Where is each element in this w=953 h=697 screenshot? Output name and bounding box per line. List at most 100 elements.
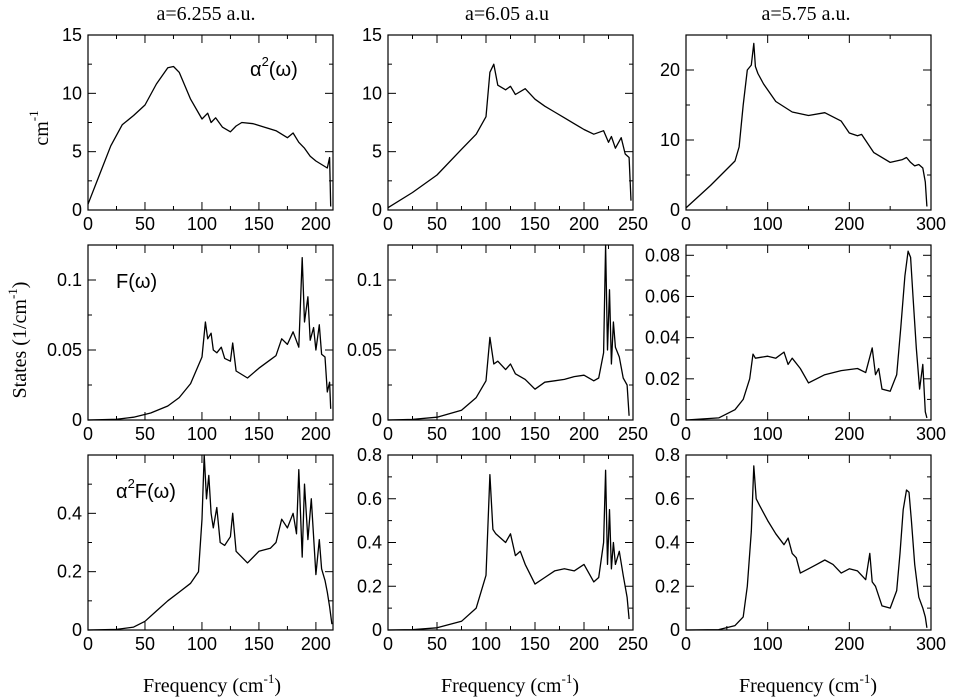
panel-r1-c2-y-tick-label: 5	[372, 142, 382, 162]
panel-r2-c2-y-tick-label: 0	[372, 410, 382, 430]
panel-r2-c3-x-tick-label: 100	[753, 424, 783, 444]
y-axis-label-states-tail: )	[9, 282, 31, 289]
panel-r3-c1-y-tick-label: 0	[72, 620, 82, 640]
panel-r1-c3-x-tick-label: 300	[916, 214, 946, 234]
panel-r3-c1-x-tick-label: 0	[83, 634, 93, 654]
x-axis-label-1: Frequency (cm-1)	[143, 671, 281, 697]
panel-r2-c1-y-tick-label: 0.1	[57, 270, 82, 290]
panel-r1-c3: 0 100 200 300 0 10 20	[660, 34, 946, 234]
panel-r1-c3-y-tick-label: 20	[660, 60, 680, 80]
panel-r2-c3-y-tick-label: 0.02	[645, 369, 680, 389]
panel-r2-c1-annotation: F(ω)	[116, 271, 157, 293]
panel-r2-c3-y-tick-label: 0.04	[645, 328, 680, 348]
panel-r2-c2-y-tick-label: 0.05	[347, 340, 382, 360]
x-axis-label-3-tail: )	[870, 675, 877, 697]
panel-r2-c3-x-tick-label: 200	[834, 424, 864, 444]
x-axis-label-1-sup: -1	[264, 671, 275, 686]
panel-r3-c3: 0 100 200 300 0 0.2 0.4 0.6 0.8	[655, 445, 946, 654]
panel-r1-c3-frame	[685, 34, 932, 211]
panel-r3-c3-series-line	[685, 465, 928, 631]
panel-r2-c1-annotation-prefix: F	[116, 271, 128, 293]
panel-r2-c1-annotation-suffix: (ω)	[128, 271, 157, 293]
panel-r2-c3-y-tick-label: 0.06	[645, 286, 680, 306]
panel-r3-c3-y-tick-label: 0.2	[655, 576, 680, 596]
panel-r2-c2-x-tick-label: 200	[569, 424, 599, 444]
panel-r2-c1-x-tick-label: 150	[244, 424, 274, 444]
panel-r1-c1: 0 50 100 150 200 0 5 10 15 α2(ω)	[62, 25, 334, 234]
y-axis-label-top-sup: -1	[26, 110, 41, 121]
panel-r3-c3-x-tick-label: 100	[753, 634, 783, 654]
panel-r1-c3-x-tick-label: 200	[834, 214, 864, 234]
panel-r2-c2-x-tick-label: 0	[383, 424, 393, 444]
panel-r3-c2-frame	[387, 454, 634, 631]
panel-r3-c2-x-tick-label: 200	[569, 634, 599, 654]
panel-r3-c3-x-tick-label: 300	[916, 634, 946, 654]
panel-r3-c1-x-tick-label: 150	[244, 634, 274, 654]
panel-r3-c1-y-tick-label: 0.2	[57, 562, 82, 582]
panel-r3-c1-x-tick-label: 50	[135, 634, 155, 654]
panel-r3-c2-x-tick-label: 100	[471, 634, 501, 654]
panel-r1-c2-x-tick-label: 250	[618, 214, 648, 234]
panel-r2-c3-x-tick-label: 0	[681, 424, 691, 444]
panel-r1-c3-y-tick-label: 0	[670, 200, 680, 220]
panel-r3-c3-y-tick-label: 0.4	[655, 533, 680, 553]
panel-r1-c2-series-line	[387, 63, 632, 209]
panel-r1-c2-y-tick-label: 10	[362, 83, 382, 103]
panel-r3-c2-y-tick-label: 0.2	[357, 576, 382, 596]
panel-r1-c2: 0 50 100 150 200 250 0 5 10 15	[362, 25, 648, 234]
x-axis-label-2: Frequency (cm-1)	[441, 671, 579, 697]
panel-r2-c2: 0 50 100 150 200 250 0 0.05 0.1	[347, 244, 648, 444]
panel-r1-c3-series-line	[685, 42, 928, 209]
x-axis-label-3-sup: -1	[860, 671, 871, 686]
panel-r2-c3-series-line	[685, 250, 928, 421]
panel-r1-c1-x-tick-label: 0	[83, 214, 93, 234]
panel-r1-c1-annotation: α2(ω)	[250, 54, 298, 81]
panel-r3-c3-y-tick-label: 0.6	[655, 489, 680, 509]
panel-r3-c2-x-tick-label: 250	[618, 634, 648, 654]
panel-r1-c1-series-line	[87, 65, 332, 207]
panel-r1-c3-x-tick-label: 100	[753, 214, 783, 234]
panel-r2-c3-y-tick-label: 0	[670, 410, 680, 430]
panel-r2-c2-frame	[387, 244, 634, 421]
panel-r2-c2-x-tick-label: 100	[471, 424, 501, 444]
panel-r2-c2-x-tick-label: 50	[427, 424, 447, 444]
panel-r3-c2-y-tick-label: 0.6	[357, 489, 382, 509]
panel-r3-c1: 0 50 100 150 200 0 0.2 0.4 α2F(ω)	[57, 454, 334, 654]
panel-r2-c2-x-tick-label: 150	[520, 424, 550, 444]
panel-r3-c3-x-tick-label: 0	[681, 634, 691, 654]
panel-r3-c1-x-tick-label: 200	[301, 634, 331, 654]
y-axis-label-top: cm-1	[26, 110, 53, 145]
y-axis-label-top-main: cm	[31, 121, 53, 146]
panel-r1-c2-x-tick-label: 200	[569, 214, 599, 234]
panel-r3-c2-series-line	[387, 469, 630, 631]
panel-r1-c1-x-tick-label: 100	[187, 214, 217, 234]
panel-r1-c1-x-tick-label: 200	[301, 214, 331, 234]
panel-r2-c3-y-tick-label: 0.08	[645, 245, 680, 265]
panel-r3-c1-x-tick-label: 100	[187, 634, 217, 654]
panel-r1-c1-y-tick-label: 0	[72, 200, 82, 220]
panel-r2-c2-x-tick-label: 250	[618, 424, 648, 444]
panel-r2-c1-x-tick-label: 100	[187, 424, 217, 444]
panel-r3-c1-annotation-sup: 2	[128, 476, 135, 491]
panel-r1-c2-x-tick-label: 100	[471, 214, 501, 234]
x-axis-label-2-tail: )	[572, 675, 579, 697]
panel-r1-c1-annotation-suffix: (ω)	[269, 59, 298, 81]
panel-r3-c2-y-tick-label: 0	[372, 620, 382, 640]
y-axis-label-states: States (1/cm-1)	[5, 282, 31, 399]
panel-r1-c1-annotation-prefix: α	[250, 59, 262, 81]
panel-r2-c3-frame	[685, 244, 932, 421]
panel-r3-c2-x-tick-label: 50	[427, 634, 447, 654]
column-title-3: a=5.75 a.u.	[761, 3, 850, 25]
panel-r3-c3-y-tick-label: 0.8	[655, 445, 680, 465]
panel-r2-c2-series-line	[387, 244, 630, 421]
panel-r2-c1-x-tick-label: 200	[301, 424, 331, 444]
x-axis-label-1-tail: )	[274, 675, 281, 697]
panel-r3-c1-annotation-prefix: α	[116, 481, 128, 503]
panel-r3-c1-series-line	[87, 454, 333, 631]
panel-r1-c1-x-tick-label: 150	[244, 214, 274, 234]
panel-r3-c2-x-tick-label: 150	[520, 634, 550, 654]
panel-r1-c1-y-tick-label: 15	[62, 25, 82, 45]
panel-r3-c1-annotation: α2F(ω)	[116, 476, 176, 503]
